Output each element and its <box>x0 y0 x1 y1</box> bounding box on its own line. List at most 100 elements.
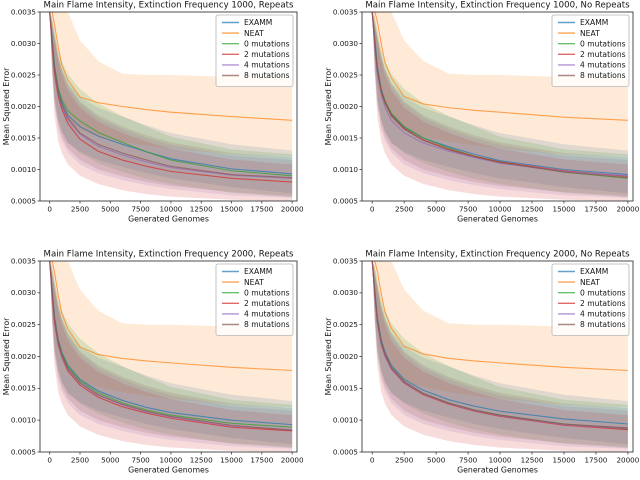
x-tick-label: 10000 <box>159 456 182 465</box>
x-tick-label: 20000 <box>281 456 304 465</box>
y-tick-label: 0.0010 <box>333 165 359 174</box>
chart-title: Main Flame Intensity, Extinction Frequen… <box>44 1 294 11</box>
y-axis-label: Mean Squared Error <box>2 317 11 395</box>
x-tick-label: 7500 <box>459 205 478 214</box>
legend-label: 2 mutations <box>244 50 290 59</box>
y-tick-label: 0.0010 <box>11 165 37 174</box>
legend-label: 4 mutations <box>244 310 290 319</box>
y-tick-label: 0.0030 <box>333 288 359 297</box>
y-tick-label: 0.0025 <box>11 70 36 79</box>
chart-2: 0 2500 5000 7500 10000 12500 15000 17500 20000 0.… <box>2 250 304 475</box>
confidence-band-EXAMM <box>49 12 293 194</box>
y-axis-label: Mean Squared Error <box>324 317 333 395</box>
x-tick-label: 10000 <box>489 205 512 214</box>
y-tick-label: 0.0030 <box>11 288 37 297</box>
confidence-band-EXAMM <box>49 261 293 445</box>
legend-label: EXAMM <box>580 18 608 27</box>
x-tick-label: 15000 <box>553 456 576 465</box>
legend-label: 8 mutations <box>580 71 626 80</box>
x-axis-label: Generated Genomes <box>128 215 209 224</box>
confidence-band-NEAT <box>372 261 628 408</box>
x-tick-label: 17500 <box>584 456 607 465</box>
confidence-band-0-mutations <box>372 261 628 449</box>
x-tick-label: 0 <box>370 456 375 465</box>
x-tick-label: 2500 <box>71 456 90 465</box>
y-tick-label: 0.0025 <box>333 320 358 329</box>
chart-title: Main Flame Intensity, Extinction Frequen… <box>365 250 630 260</box>
y-tick-label: 0.0020 <box>11 352 37 361</box>
confidence-band-NEAT <box>49 261 293 408</box>
legend-label: EXAMM <box>580 267 608 276</box>
confidence-band-2-mutations <box>372 261 628 452</box>
confidence-band-2-mutations <box>49 12 293 201</box>
y-tick-label: 0.0015 <box>333 384 358 393</box>
y-axis-label: Mean Squared Error <box>2 67 11 145</box>
confidence-band-0-mutations <box>49 261 293 449</box>
y-tick-label: 0.0015 <box>11 133 36 142</box>
y-tick-label: 0.0005 <box>11 196 36 205</box>
legend-label: 2 mutations <box>580 50 626 59</box>
y-tick-label: 0.0030 <box>11 39 37 48</box>
x-tick-label: 0 <box>370 205 375 214</box>
confidence-band-NEAT <box>372 12 628 157</box>
legend-label: 8 mutations <box>244 71 290 80</box>
legend-label: NEAT <box>580 29 600 38</box>
legend-label: EXAMM <box>244 18 272 27</box>
x-tick-label: 12500 <box>190 456 213 465</box>
legend-label: NEAT <box>244 278 264 287</box>
x-tick-label: 10000 <box>489 456 512 465</box>
x-tick-label: 15000 <box>220 205 243 214</box>
y-tick-label: 0.0020 <box>11 102 37 111</box>
y-tick-label: 0.0010 <box>333 416 359 425</box>
x-tick-label: 5000 <box>101 456 120 465</box>
legend-label: 2 mutations <box>580 299 626 308</box>
x-tick-label: 0 <box>47 205 52 214</box>
series-line-NEAT <box>49 261 293 372</box>
x-tick-label: 15000 <box>553 205 576 214</box>
x-tick-label: 17500 <box>250 456 273 465</box>
x-tick-label: 20000 <box>616 205 639 214</box>
y-tick-label: 0.0015 <box>11 384 36 393</box>
legend-label: 8 mutations <box>244 320 290 329</box>
legend-label: 4 mutations <box>580 61 626 70</box>
x-tick-label: 12500 <box>521 456 544 465</box>
y-tick-label: 0.0030 <box>333 39 359 48</box>
y-tick-label: 0.0035 <box>11 7 36 16</box>
x-tick-label: 20000 <box>616 456 639 465</box>
x-axis-label: Generated Genomes <box>128 466 209 475</box>
confidence-band-8-mutations <box>372 12 628 196</box>
y-tick-label: 0.0015 <box>333 133 358 142</box>
y-tick-label: 0.0005 <box>333 447 358 456</box>
y-tick-label: 0.0005 <box>333 196 358 205</box>
series-line-8-mutations <box>371 261 628 429</box>
x-tick-label: 2500 <box>395 456 414 465</box>
legend-label: 0 mutations <box>580 39 626 48</box>
x-tick-label: 10000 <box>159 205 182 214</box>
legend-label: 4 mutations <box>244 61 290 70</box>
confidence-band-NEAT <box>49 12 293 157</box>
x-tick-label: 5000 <box>427 205 446 214</box>
series-line-8-mutations <box>49 12 293 179</box>
legend-label: 4 mutations <box>580 310 626 319</box>
series-line-NEAT <box>372 12 628 121</box>
confidence-band-2-mutations <box>372 12 628 201</box>
legend-label: 0 mutations <box>244 39 290 48</box>
y-tick-label: 0.0020 <box>333 102 359 111</box>
legend-label: 0 mutations <box>244 288 290 297</box>
y-tick-label: 0.0005 <box>11 447 36 456</box>
confidence-band-8-mutations <box>49 12 293 196</box>
chart-title: Main Flame Intensity, Extinction Frequen… <box>365 1 630 11</box>
confidence-band-4-mutations <box>372 12 628 198</box>
confidence-band-2-mutations <box>49 261 293 452</box>
confidence-band-4-mutations <box>49 12 293 198</box>
legend-label: 8 mutations <box>580 320 626 329</box>
y-tick-label: 0.0010 <box>11 416 37 425</box>
x-tick-label: 12500 <box>190 205 213 214</box>
x-tick-label: 7500 <box>459 456 478 465</box>
x-tick-label: 20000 <box>281 205 304 214</box>
